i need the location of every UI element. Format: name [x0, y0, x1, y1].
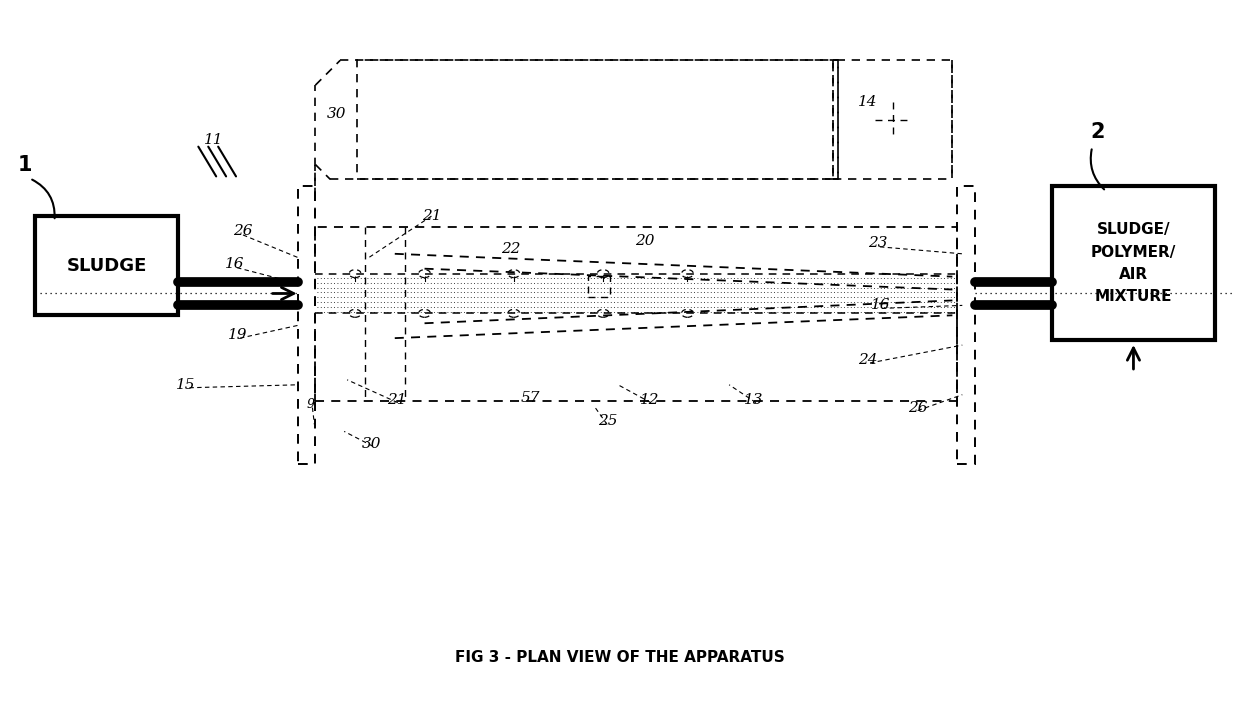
Text: 20: 20 — [635, 234, 655, 248]
Text: 19: 19 — [228, 328, 248, 342]
Ellipse shape — [508, 269, 520, 277]
Text: 21: 21 — [422, 209, 441, 223]
Bar — [588, 276, 610, 297]
Text: 12: 12 — [640, 392, 660, 407]
Bar — [1052, 186, 1215, 340]
Text: 22: 22 — [501, 242, 521, 256]
Text: 1: 1 — [17, 154, 32, 174]
Text: 15: 15 — [176, 378, 195, 392]
Text: 13: 13 — [744, 392, 764, 407]
Text: 16: 16 — [226, 257, 244, 271]
Text: 14: 14 — [858, 95, 878, 109]
Bar — [298, 186, 315, 464]
Text: SLUDGE/
POLYMER/
AIR
MIXTURE: SLUDGE/ POLYMER/ AIR MIXTURE — [1091, 223, 1177, 304]
Text: 24: 24 — [858, 353, 878, 367]
Text: 11: 11 — [203, 133, 223, 146]
Ellipse shape — [598, 309, 609, 317]
Text: 26: 26 — [233, 224, 253, 238]
Bar — [357, 60, 838, 179]
Text: FIG 3 - PLAN VIEW OF THE APPARATUS: FIG 3 - PLAN VIEW OF THE APPARATUS — [455, 650, 785, 665]
Text: 26: 26 — [908, 400, 928, 415]
Bar — [35, 216, 179, 315]
Text: 9: 9 — [306, 398, 315, 411]
Ellipse shape — [508, 309, 520, 317]
Ellipse shape — [419, 309, 430, 317]
Ellipse shape — [682, 309, 693, 317]
Ellipse shape — [350, 309, 361, 317]
Text: 30: 30 — [362, 437, 382, 451]
Ellipse shape — [419, 269, 430, 277]
Bar — [833, 60, 952, 179]
Text: 25: 25 — [599, 415, 618, 429]
Ellipse shape — [682, 269, 693, 277]
Bar — [315, 227, 957, 400]
Text: 57: 57 — [521, 390, 541, 405]
Ellipse shape — [598, 269, 609, 277]
Text: 2: 2 — [1090, 122, 1105, 141]
Text: SLUDGE: SLUDGE — [67, 257, 146, 274]
Text: 23: 23 — [868, 236, 888, 250]
Ellipse shape — [350, 269, 361, 277]
Text: 21: 21 — [387, 392, 407, 407]
Text: 30: 30 — [326, 107, 346, 121]
Text: 16: 16 — [872, 299, 890, 312]
Bar — [957, 186, 975, 464]
